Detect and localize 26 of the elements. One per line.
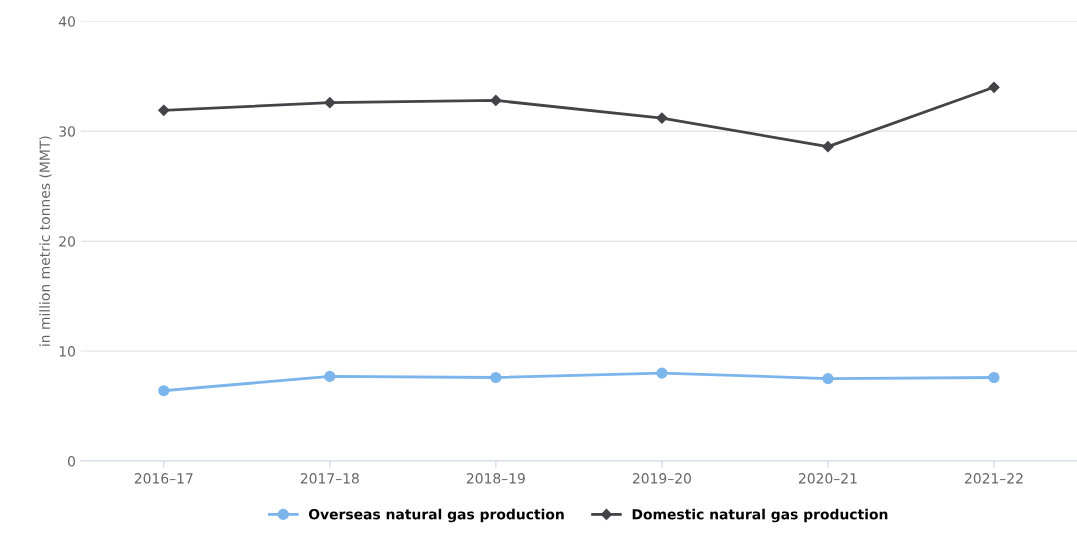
point [656,112,668,124]
point [324,370,336,382]
point [988,371,1000,384]
point [490,94,502,107]
y-tick-label: 20 [59,236,75,247]
x-tick-label: 2016–17 [134,473,193,484]
point [158,104,170,116]
point [822,141,834,153]
legend-label: Overseas natural gas production [308,508,564,523]
y-tick-label: 0 [67,456,75,467]
point [490,371,502,384]
y-tick-label: 10 [59,346,75,357]
y-axis-title: in million metric tonnes (MMT) [39,136,52,346]
legend-label: Domestic natural gas production [632,508,888,523]
point [656,367,668,379]
point [324,97,336,109]
x-tick-label: 2021–22 [965,473,1023,484]
x-tick-label: 2020–21 [798,473,857,484]
y-tick-label: 40 [58,16,75,27]
x-tick-label: 2018–19 [466,473,525,484]
x-tick-label: 2019–20 [632,473,691,484]
x-tick-label: 2017–18 [300,473,359,484]
point [988,81,1000,93]
point [158,385,170,397]
y-tick-label: 30 [59,126,75,137]
point [822,373,834,385]
